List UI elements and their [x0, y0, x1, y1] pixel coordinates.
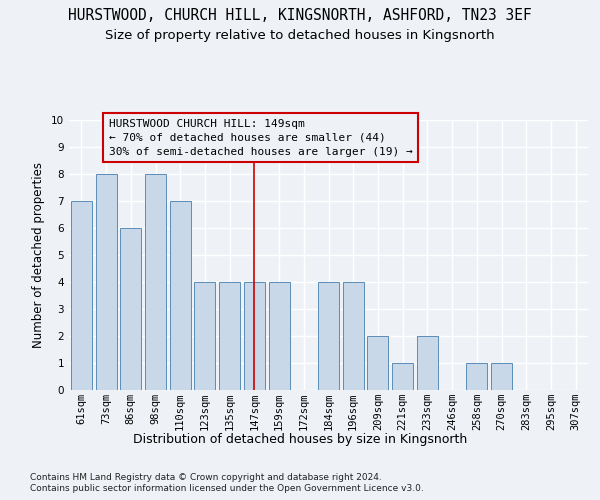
Bar: [244, 282, 265, 390]
Bar: [343, 282, 364, 390]
Bar: [71, 201, 92, 390]
Bar: [318, 282, 339, 390]
Y-axis label: Number of detached properties: Number of detached properties: [32, 162, 46, 348]
Bar: [367, 336, 388, 390]
Text: Size of property relative to detached houses in Kingsnorth: Size of property relative to detached ho…: [105, 29, 495, 42]
Text: Contains HM Land Registry data © Crown copyright and database right 2024.: Contains HM Land Registry data © Crown c…: [30, 472, 382, 482]
Bar: [491, 363, 512, 390]
Text: Distribution of detached houses by size in Kingsnorth: Distribution of detached houses by size …: [133, 432, 467, 446]
Bar: [95, 174, 116, 390]
Bar: [466, 363, 487, 390]
Bar: [120, 228, 141, 390]
Bar: [170, 201, 191, 390]
Bar: [145, 174, 166, 390]
Bar: [194, 282, 215, 390]
Text: Contains public sector information licensed under the Open Government Licence v3: Contains public sector information licen…: [30, 484, 424, 493]
Bar: [269, 282, 290, 390]
Bar: [417, 336, 438, 390]
Text: HURSTWOOD CHURCH HILL: 149sqm
← 70% of detached houses are smaller (44)
30% of s: HURSTWOOD CHURCH HILL: 149sqm ← 70% of d…: [109, 118, 412, 156]
Text: HURSTWOOD, CHURCH HILL, KINGSNORTH, ASHFORD, TN23 3EF: HURSTWOOD, CHURCH HILL, KINGSNORTH, ASHF…: [68, 8, 532, 22]
Bar: [219, 282, 240, 390]
Bar: [392, 363, 413, 390]
